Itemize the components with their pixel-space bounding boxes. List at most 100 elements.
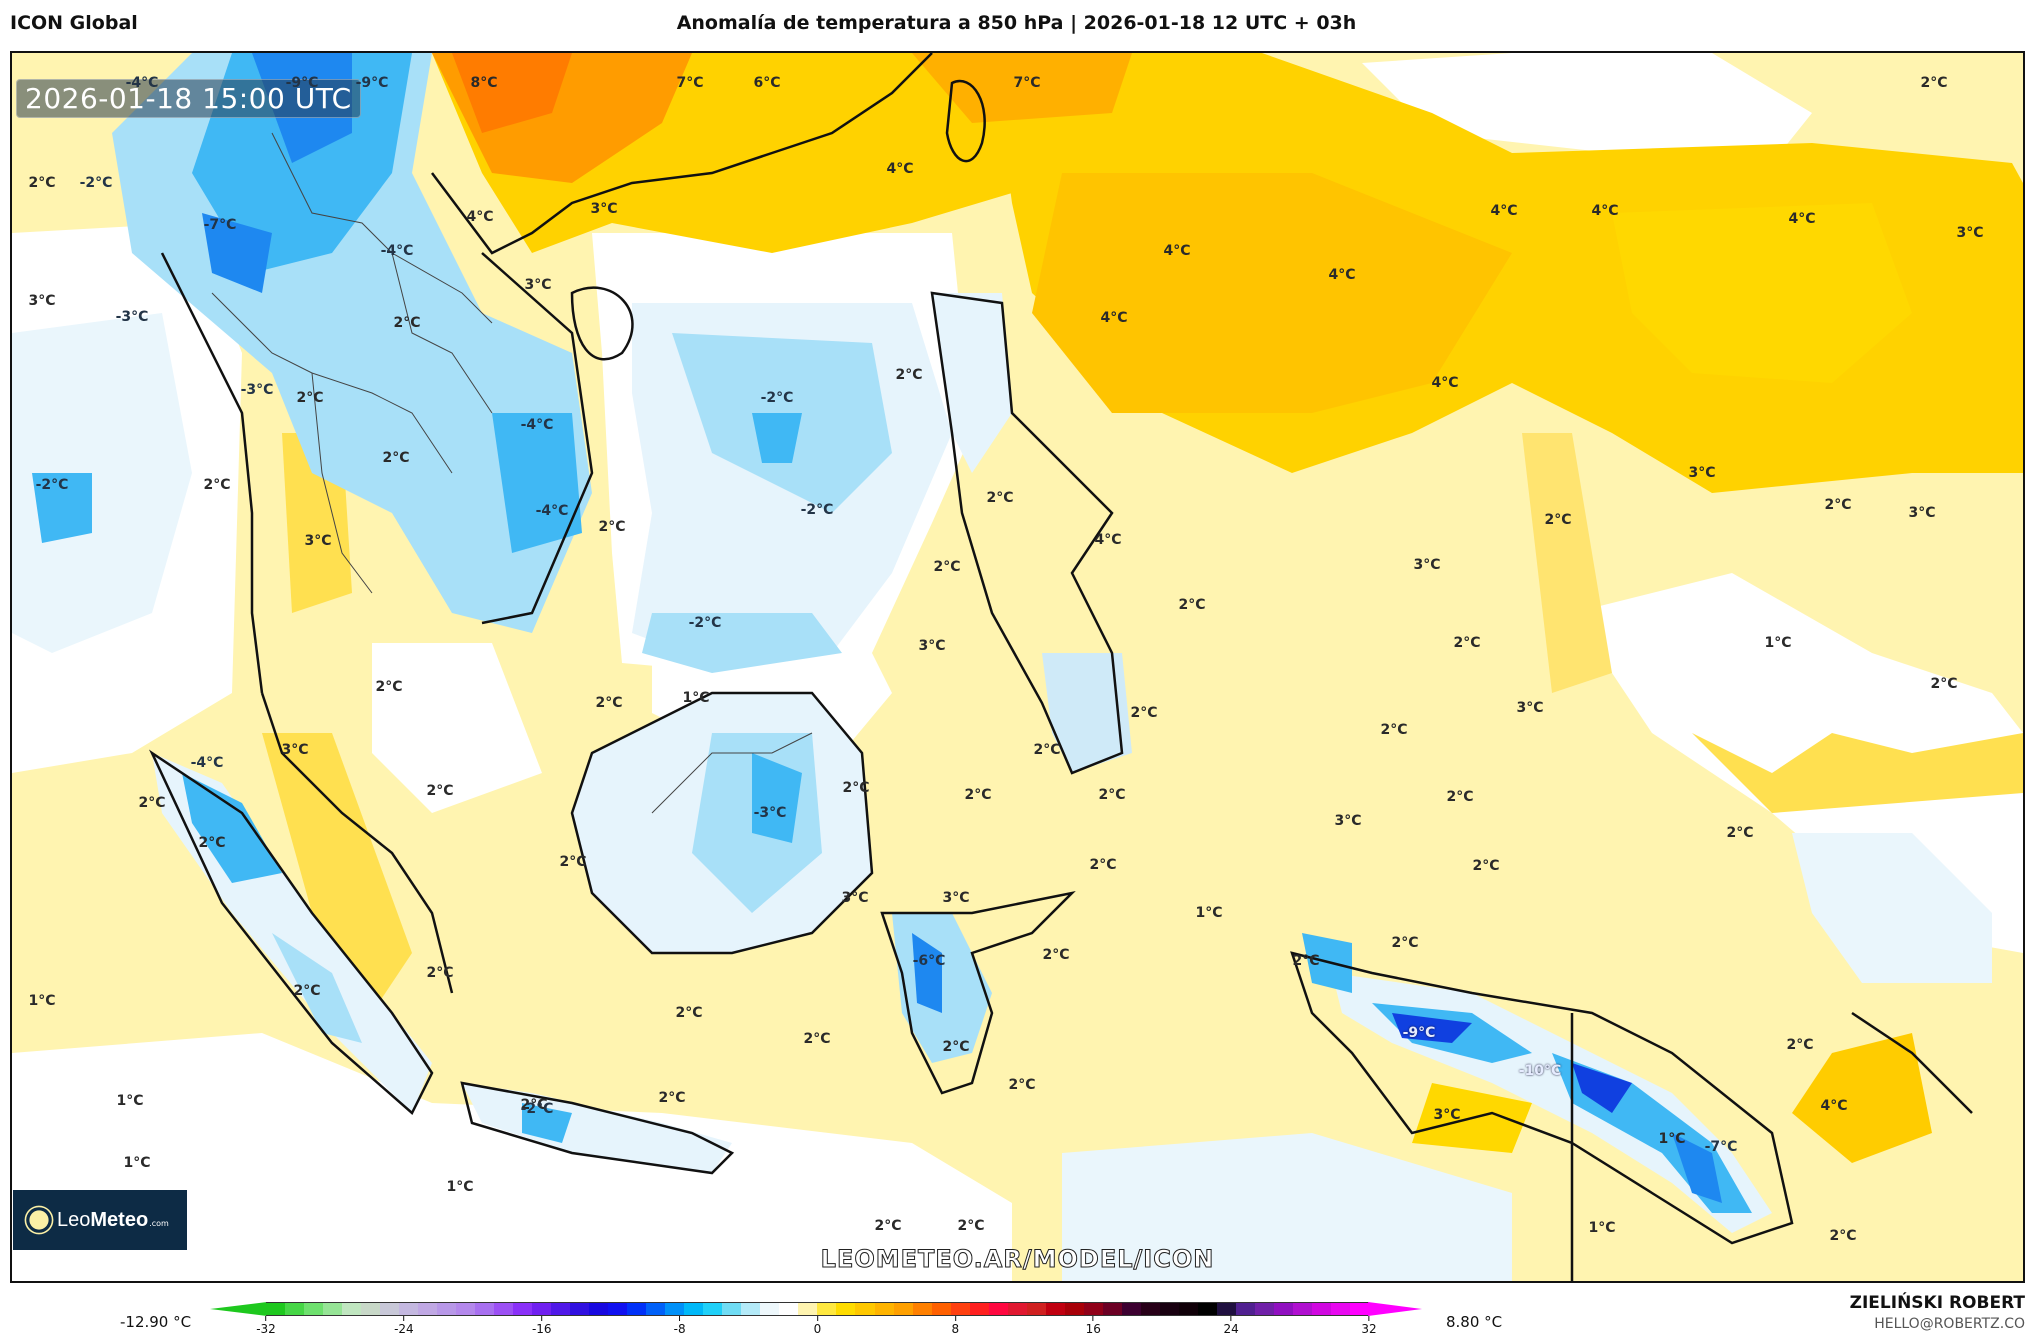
colorbar-tick: 32 (1361, 1316, 1376, 1336)
colorbar-segment (969, 1303, 989, 1315)
colorbar-segment (1292, 1303, 1312, 1315)
colorbar-tick: -8 (674, 1316, 686, 1336)
colorbar-segment (1273, 1303, 1293, 1315)
contour-label: 2°C (595, 695, 623, 711)
chart-title: Anomalía de temperatura a 850 hPa | 2026… (676, 12, 1357, 34)
colorbar-segment (798, 1303, 818, 1315)
contour-label: 2°C (942, 1039, 970, 1055)
logo-domain: .com (149, 1218, 169, 1228)
contour-label: -2°C (520, 1101, 554, 1117)
contour-label: 2°C (1089, 857, 1117, 873)
colorbar-segment (627, 1303, 647, 1315)
contour-label: 2°C (1446, 789, 1474, 805)
colorbar-segment (589, 1303, 609, 1315)
colorbar-segment (1083, 1303, 1103, 1315)
colorbar-segment (342, 1303, 362, 1315)
contour-label: 2°C (957, 1218, 985, 1234)
colorbar-segment (323, 1303, 343, 1315)
contour-label: -7°C (203, 217, 237, 233)
contour-label: 2°C (986, 490, 1014, 506)
contour-label: 1°C (116, 1093, 144, 1109)
colorbar-arrow-right-icon (1368, 1302, 1422, 1316)
colorbar-tick: 24 (1223, 1316, 1238, 1336)
contour-label: -4°C (520, 417, 554, 433)
colorbar-segment (418, 1303, 438, 1315)
colorbar-gradient (266, 1302, 1369, 1316)
colorbar-segment (608, 1303, 628, 1315)
logo-text: LeoMeteo (57, 1208, 149, 1231)
colorbar-segment (874, 1303, 894, 1315)
colorbar-segment (817, 1303, 837, 1315)
colorbar-segment (456, 1303, 476, 1315)
contour-label: 6°C (753, 75, 781, 91)
contour-label: 2°C (1824, 497, 1852, 513)
contour-label: 4°C (1328, 267, 1356, 283)
contour-label: 2°C (520, 1097, 548, 1113)
colorbar-segment (703, 1303, 723, 1315)
temperature-anomaly-map[interactable]: 2026-01-18 15:00 UTC -9°C -9°C -4°C 8°C 7°C 6… (10, 51, 2025, 1283)
contour-label: 1°C (28, 993, 56, 1009)
contour-label: 2°C (933, 559, 961, 575)
author-name: ZIELIŃSKI ROBERT (1849, 1293, 2025, 1313)
colorbar-segment (912, 1303, 932, 1315)
colorbar-tick: 0 (814, 1316, 822, 1336)
colorbar-segment (361, 1303, 381, 1315)
contour-label: 1°C (1764, 635, 1792, 651)
colorbar-segment (779, 1303, 799, 1315)
colorbar-segment (1026, 1303, 1046, 1315)
contour-label: 2°C (1033, 742, 1061, 758)
contour-label: 2°C (426, 783, 454, 799)
contour-label: 2°C (382, 450, 410, 466)
contour-label: 4°C (1490, 203, 1518, 219)
contour-label: -9°C (1402, 1025, 1436, 1041)
contour-label: 2°C (842, 780, 870, 796)
contour-label: 3°C (942, 890, 970, 906)
contour-label: 2°C (1930, 676, 1958, 692)
contour-label: -10°C (1518, 1063, 1562, 1079)
contour-label: -2°C (800, 502, 834, 518)
contour-label: 3°C (281, 742, 309, 758)
contour-label: 3°C (1908, 505, 1936, 521)
contour-label: 4°C (1788, 211, 1816, 227)
contour-label: -6°C (912, 953, 946, 969)
contour-label: -3°C (240, 382, 274, 398)
contour-label: 2°C (874, 1218, 902, 1234)
colorbar-segment (1216, 1303, 1236, 1315)
contour-label: 3°C (28, 293, 56, 309)
contour-label: 4°C (1591, 203, 1619, 219)
contour-label: 7°C (676, 75, 704, 91)
colorbar-segment (760, 1303, 780, 1315)
contour-label: 2°C (1920, 75, 1948, 91)
colorbar-segment (988, 1303, 1008, 1315)
contour-label: 1°C (1195, 905, 1223, 921)
colorbar-segment (722, 1303, 742, 1315)
colorbar-segment (684, 1303, 704, 1315)
contour-label: 4°C (1094, 532, 1122, 548)
colorbar-segment (1178, 1303, 1198, 1315)
colorbar-segment (513, 1303, 533, 1315)
contour-label: 2°C (598, 519, 626, 535)
contour-label: -2°C (688, 615, 722, 631)
colorbar-segment (570, 1303, 590, 1315)
contour-label: 2°C (1453, 635, 1481, 651)
contour-label: 2°C (1292, 953, 1320, 969)
contour-label: 2°C (198, 835, 226, 851)
sun-icon (29, 1210, 49, 1230)
contour-label: 3°C (841, 890, 869, 906)
contour-label: 4°C (886, 161, 914, 177)
contour-label: 2°C (1178, 597, 1206, 613)
colorbar-segment (1254, 1303, 1274, 1315)
contour-label: 1°C (1658, 1131, 1686, 1147)
contour-label: 3°C (1516, 700, 1544, 716)
colorbar-segment (950, 1303, 970, 1315)
contour-label: 1°C (1588, 1220, 1616, 1236)
author-email[interactable]: HELLO@ROBERTZ.CO (1874, 1316, 2025, 1332)
contour-label: 1°C (123, 1155, 151, 1171)
contour-label: 2°C (1130, 705, 1158, 721)
contour-label: -7°C (1704, 1139, 1738, 1155)
leometeo-logo[interactable]: LeoMeteo .com (13, 1190, 187, 1250)
contour-label: 2°C (28, 175, 56, 191)
colorbar-segment (741, 1303, 761, 1315)
contour-label: 2°C (895, 367, 923, 383)
contour-label: 3°C (1688, 465, 1716, 481)
